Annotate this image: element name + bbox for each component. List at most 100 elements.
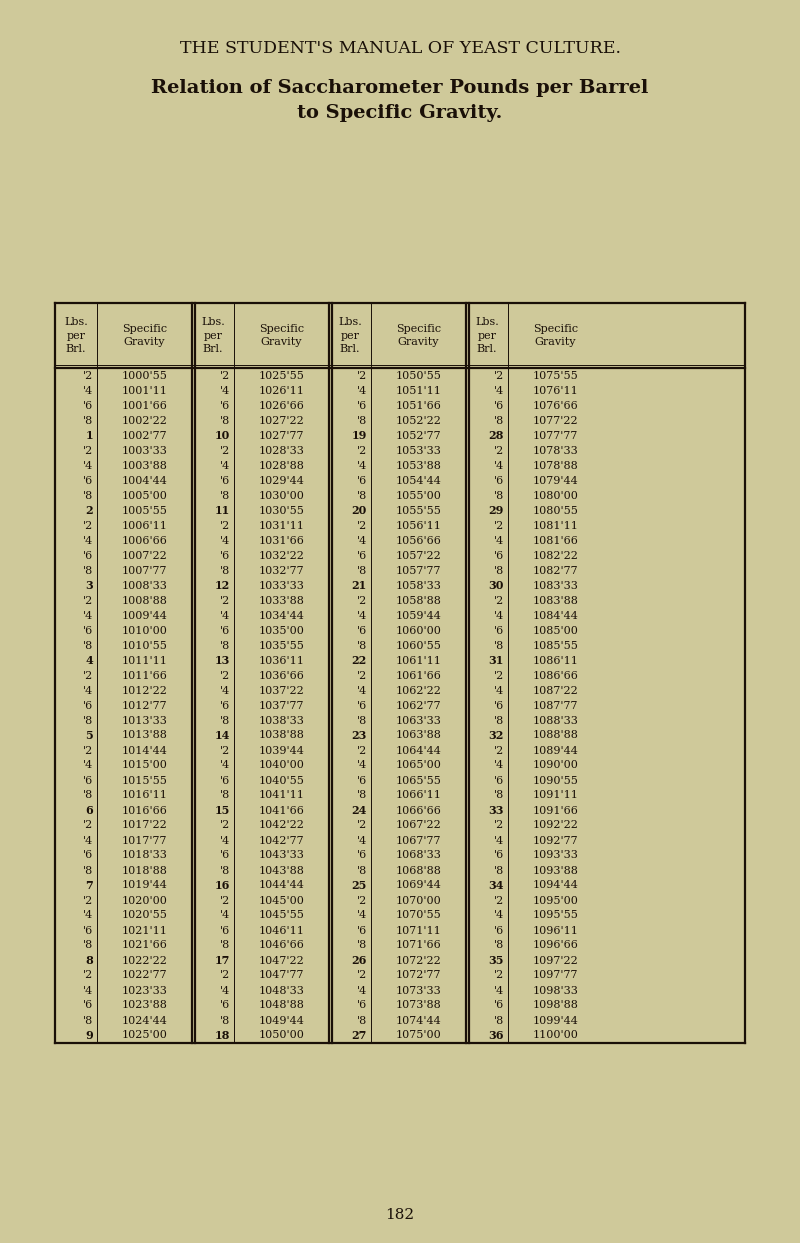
Text: 1071'66: 1071'66: [396, 941, 442, 951]
Text: '6: '6: [82, 1001, 93, 1011]
Text: 1054'44: 1054'44: [395, 476, 442, 486]
Text: 1026'11: 1026'11: [258, 385, 305, 395]
Text: 33: 33: [489, 805, 504, 815]
Text: '4: '4: [357, 685, 367, 696]
Text: '4: '4: [220, 610, 230, 620]
Text: THE STUDENT'S MANUAL OF YEAST CULTURE.: THE STUDENT'S MANUAL OF YEAST CULTURE.: [179, 40, 621, 56]
Text: 15: 15: [214, 805, 230, 815]
Text: '2: '2: [494, 895, 504, 905]
Text: 1007'22: 1007'22: [122, 551, 167, 561]
Text: '8: '8: [220, 716, 230, 726]
Text: '4: '4: [220, 536, 230, 546]
Text: 1076'11: 1076'11: [533, 385, 578, 395]
Text: 1027'22: 1027'22: [258, 415, 304, 425]
Text: 1060'00: 1060'00: [395, 625, 442, 635]
Text: '2: '2: [357, 820, 367, 830]
Text: '4: '4: [82, 761, 93, 771]
Text: '8: '8: [357, 941, 367, 951]
Text: '2: '2: [357, 370, 367, 380]
Text: 1024'44: 1024'44: [122, 1016, 167, 1025]
Text: '8: '8: [494, 865, 504, 875]
Text: '2: '2: [82, 521, 93, 531]
Text: to Specific Gravity.: to Specific Gravity.: [298, 104, 502, 122]
Text: 32: 32: [489, 730, 504, 741]
Text: 14: 14: [214, 730, 230, 741]
Text: 10: 10: [214, 430, 230, 441]
Text: 1062'77: 1062'77: [396, 701, 442, 711]
Text: 1053'88: 1053'88: [395, 460, 442, 471]
Text: 1010'55: 1010'55: [122, 640, 167, 650]
Text: '6: '6: [494, 926, 504, 936]
Text: 1: 1: [86, 430, 93, 441]
Text: 1030'55: 1030'55: [258, 506, 305, 516]
Text: 1023'88: 1023'88: [122, 1001, 167, 1011]
Text: 1056'66: 1056'66: [395, 536, 442, 546]
Text: 1045'55: 1045'55: [258, 911, 305, 921]
Text: '6: '6: [494, 776, 504, 786]
Text: 1008'88: 1008'88: [122, 595, 167, 605]
Text: '6: '6: [220, 926, 230, 936]
Text: 1051'66: 1051'66: [395, 400, 442, 410]
Text: 1092'22: 1092'22: [533, 820, 578, 830]
Text: 1099'44: 1099'44: [533, 1016, 578, 1025]
Text: 1067'22: 1067'22: [396, 820, 442, 830]
Text: '4: '4: [494, 835, 504, 845]
Text: 1045'00: 1045'00: [258, 895, 305, 905]
Text: '2: '2: [220, 445, 230, 455]
Text: 1043'88: 1043'88: [258, 865, 305, 875]
Text: 1004'44: 1004'44: [122, 476, 167, 486]
Text: 1027'77: 1027'77: [258, 430, 304, 440]
Text: 1062'22: 1062'22: [395, 685, 442, 696]
Text: 1028'33: 1028'33: [258, 445, 305, 455]
Text: '4: '4: [357, 986, 367, 996]
Text: 1038'33: 1038'33: [258, 716, 305, 726]
Text: '8: '8: [220, 1016, 230, 1025]
Text: 1016'11: 1016'11: [122, 791, 167, 800]
Text: '8: '8: [494, 941, 504, 951]
Text: 1029'44: 1029'44: [258, 476, 305, 486]
Text: 1018'33: 1018'33: [122, 850, 167, 860]
Text: 1052'22: 1052'22: [395, 415, 442, 425]
Text: 1066'66: 1066'66: [395, 805, 442, 815]
Text: '6: '6: [220, 701, 230, 711]
Text: 1015'55: 1015'55: [122, 776, 167, 786]
Text: 11: 11: [214, 505, 230, 516]
Text: 1022'22: 1022'22: [122, 956, 167, 966]
Text: 2: 2: [86, 505, 93, 516]
Text: 1082'77: 1082'77: [533, 566, 578, 576]
Text: '4: '4: [82, 911, 93, 921]
Text: 1011'66: 1011'66: [122, 670, 167, 680]
Text: '8: '8: [357, 566, 367, 576]
Text: 1014'44: 1014'44: [122, 746, 167, 756]
Text: '8: '8: [494, 566, 504, 576]
Text: '6: '6: [220, 1001, 230, 1011]
Text: '4: '4: [357, 911, 367, 921]
Text: 1095'00: 1095'00: [533, 895, 578, 905]
Text: '2: '2: [494, 670, 504, 680]
Text: 35: 35: [489, 955, 504, 966]
Text: 1035'00: 1035'00: [258, 625, 305, 635]
Text: 17: 17: [214, 955, 230, 966]
Text: '2: '2: [357, 895, 367, 905]
Text: 1083'88: 1083'88: [533, 595, 578, 605]
Text: 8: 8: [86, 955, 93, 966]
Text: 1087'77: 1087'77: [533, 701, 578, 711]
Text: '8: '8: [494, 716, 504, 726]
Text: '8: '8: [220, 491, 230, 501]
Text: 1032'22: 1032'22: [258, 551, 305, 561]
Text: '4: '4: [494, 986, 504, 996]
Text: 1040'00: 1040'00: [258, 761, 305, 771]
Text: 1096'11: 1096'11: [533, 926, 578, 936]
Text: 1053'33: 1053'33: [395, 445, 442, 455]
Text: 1065'55: 1065'55: [395, 776, 442, 786]
Text: '2: '2: [494, 971, 504, 981]
Text: '8: '8: [82, 716, 93, 726]
Text: '4: '4: [82, 835, 93, 845]
Text: 1026'66: 1026'66: [258, 400, 305, 410]
Text: '8: '8: [494, 415, 504, 425]
Text: 1077'77: 1077'77: [533, 430, 578, 440]
Text: 1063'33: 1063'33: [395, 716, 442, 726]
Text: '6: '6: [494, 1001, 504, 1011]
Text: 1080'00: 1080'00: [533, 491, 578, 501]
Text: 24: 24: [352, 805, 367, 815]
